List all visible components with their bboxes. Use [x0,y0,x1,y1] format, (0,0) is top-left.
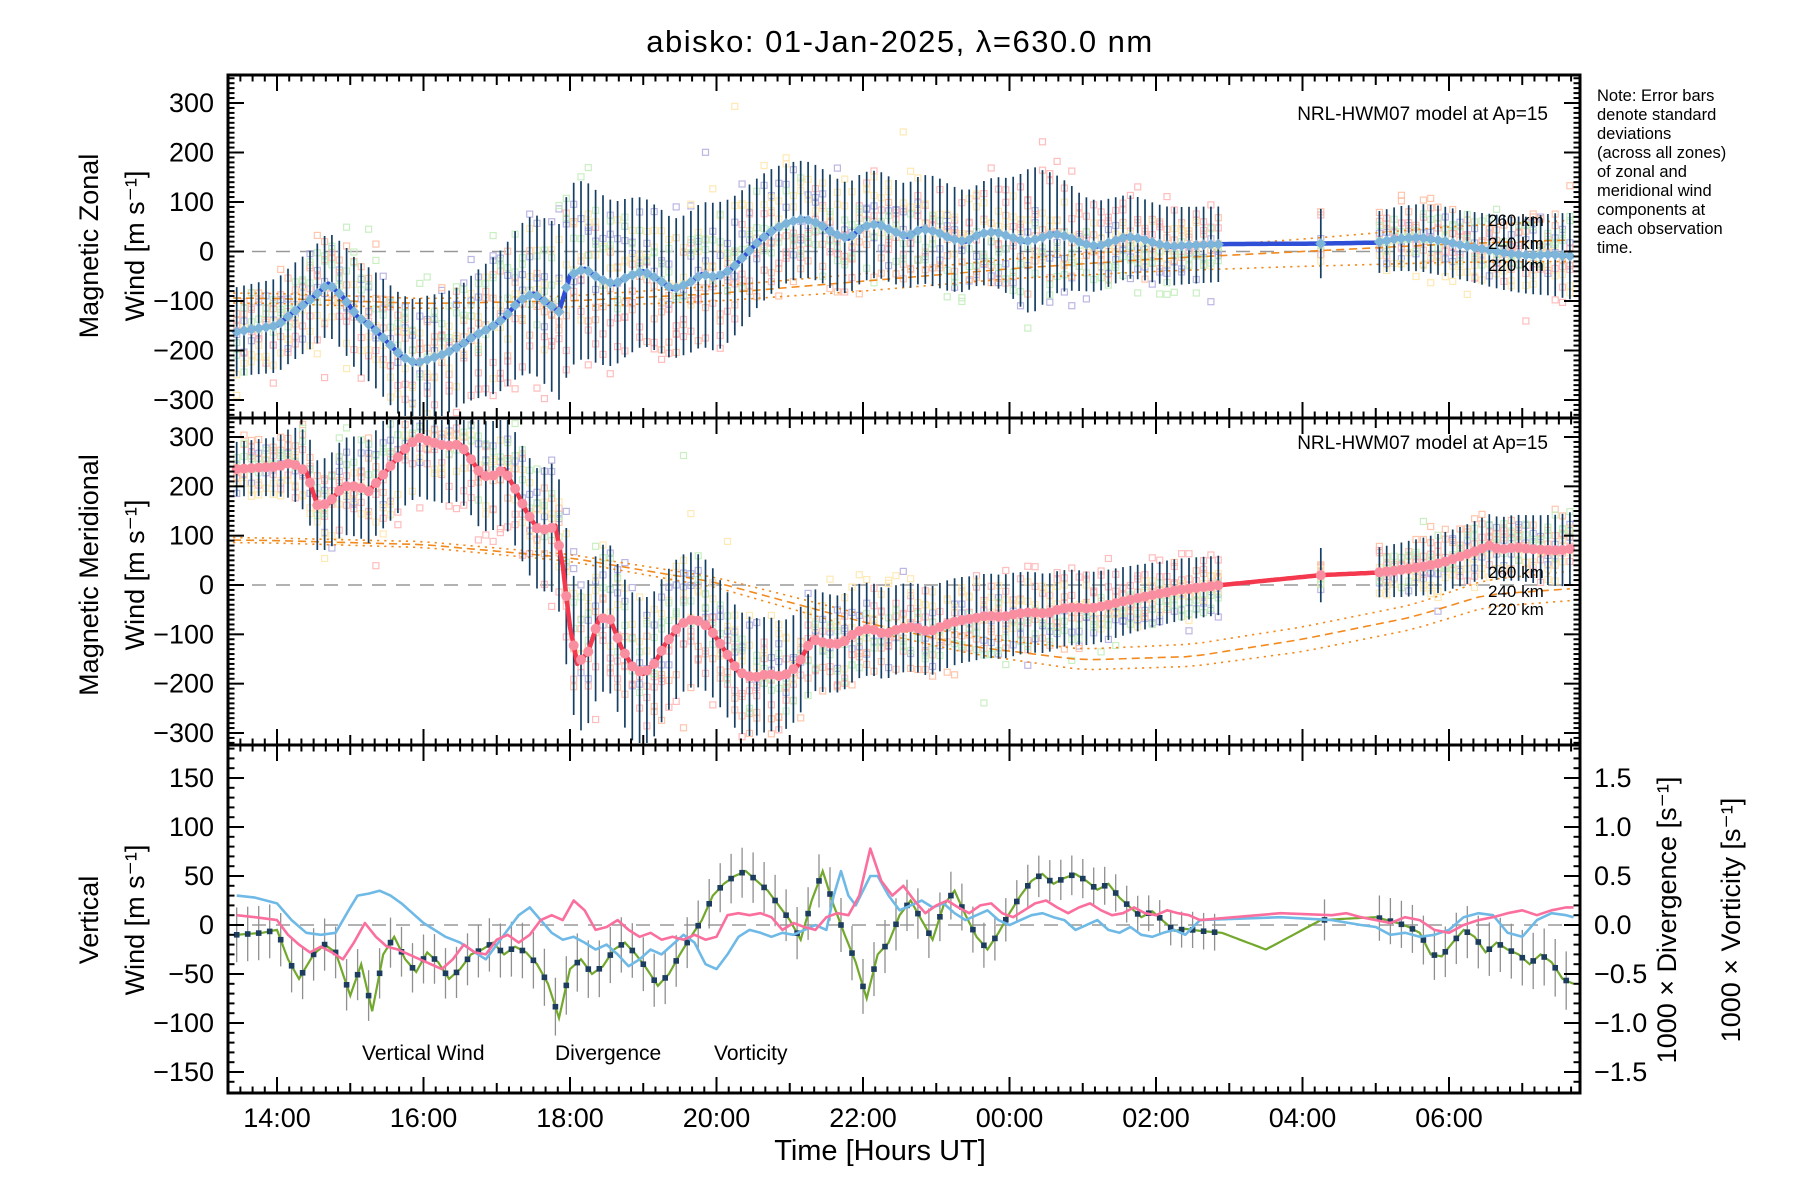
legend-vertical-wind: Vertical Wind [362,1042,485,1065]
divergence-vorticity-ytick-0.5: 0.5 [1594,861,1632,891]
note-line-0: Note: Error bars [1597,87,1714,105]
meridional-y-axis-title-line1: Magnetic Meridional [74,454,104,696]
xtick-0200: 02:00 [1122,1103,1190,1133]
note-line-3: (across all zones) [1597,144,1726,162]
magnetic-zonal-wind-markers [231,214,1576,368]
meridional-y-axis-title-line2: Wind [m s⁻¹] [120,500,150,651]
divergence-vorticity-ytick--0.5: −0.5 [1594,959,1647,989]
xtick-0400: 04:00 [1269,1103,1337,1133]
meridional-alt-260km-label: 260 km [1488,563,1544,582]
zonal-model-annotation: NRL-HWM07 model at Ap=15 [1297,104,1548,125]
divergence-vorticity-ytick-1: 1.0 [1594,812,1632,842]
magnetic-meridional-wind-ytick-300: 300 [169,422,214,452]
note-line-7: each observation [1597,220,1723,238]
axis-tick-labels: 300 200 100 0 −100 −200 −300 300 200 100 0 −100 −200… [153,88,1647,1133]
magnetic-meridional-wind-markers [231,433,1575,682]
zonal-alt-220km-label: 220 km [1488,256,1544,275]
divergence-vorticity-ytick--1: −1.0 [1594,1008,1647,1038]
meridional-alt-220km-label: 220 km [1488,600,1544,619]
vertical-wind-y-axis-title-line2: Wind [m s⁻¹] [120,845,150,996]
magnetic-meridional-wind-ytick-0: 0 [199,570,214,600]
note-line-1: denote standard [1597,106,1716,124]
magnetic-zonal-wind-ytick-300: 300 [169,88,214,118]
vertical-wind-ytick-0: 0 [199,910,214,940]
magnetic-zonal-wind-ytick--100: −100 [153,286,214,316]
note-line-8: time. [1597,239,1633,257]
vertical-wind-ytick--150: −150 [153,1057,214,1087]
zonal-y-axis-title-line2: Wind [m s⁻¹] [120,171,150,322]
vertical-wind-ytick--50: −50 [168,959,214,989]
vorticity-line [236,847,1574,971]
magnetic-zonal-wind-ytick-200: 200 [169,138,214,168]
magnetic-meridional-wind-ytick--200: −200 [153,669,214,699]
xtick-1800: 18:00 [536,1103,604,1133]
meridional-model-annotation: NRL-HWM07 model at Ap=15 [1297,433,1548,454]
xtick-2000: 20:00 [683,1103,751,1133]
divergence-right-axis-title: 1000 × Divergence [s⁻¹] [1652,777,1682,1064]
vertical-wind-ytick-150: 150 [169,763,214,793]
xtick-1400: 14:00 [243,1103,311,1133]
xtick-2200: 22:00 [829,1103,897,1133]
divergence-vorticity-ytick--1.5: −1.5 [1594,1057,1647,1087]
divergence-vorticity-ytick-1.5: 1.5 [1594,763,1632,793]
magnetic-meridional-wind-ytick--300: −300 [153,718,214,748]
note-line-2: deviations [1597,125,1671,143]
magnetic-zonal-wind-ytick-0: 0 [199,237,214,267]
vorticity-right-axis-title: 1000 × Vorticity [s⁻¹] [1716,798,1746,1043]
xtick-0000: 00:00 [976,1103,1044,1133]
note-line-4: of zonal and [1597,163,1687,181]
vertical-wind-line [236,867,1574,1023]
vertical-wind-error-bars [236,847,1567,1036]
note-line-6: components at [1597,201,1706,219]
magnetic-meridional-wind-ytick-200: 200 [169,471,214,501]
magnetic-zonal-wind-ytick-100: 100 [169,187,214,217]
divergence-vorticity-ytick-0: 0.0 [1594,910,1632,940]
vertical-wind-markers [233,869,1569,1010]
vertical-wind-ytick--100: −100 [153,1008,214,1038]
panel-frames-and-ticks [226,73,1582,1095]
zonal-alt-260km-label: 260 km [1488,211,1544,230]
magnetic-meridional-wind-error-bars [235,420,1571,743]
magnetic-meridional-wind-ytick--100: −100 [153,619,214,649]
legend-vorticity: Vorticity [714,1042,788,1065]
note-line-5: meridional wind [1597,182,1712,200]
zonal-alt-240km-label: 240 km [1488,234,1544,253]
meridional-alt-240km-label: 240 km [1488,582,1544,601]
vertical-wind-ytick-100: 100 [169,812,214,842]
xtick-0600: 06:00 [1415,1103,1483,1133]
zonal-y-axis-title-line1: Magnetic Zonal [74,154,104,339]
legend-divergence: Divergence [555,1042,661,1065]
magnetic-zonal-wind-ytick--300: −300 [153,385,214,415]
x-axis-title: Time [Hours UT] [774,1135,986,1167]
magnetic-meridional-wind-ytick-100: 100 [169,521,214,551]
xtick-1600: 16:00 [390,1103,458,1133]
chart-title: abisko: 01-Jan-2025, λ=630.0 nm [646,24,1154,59]
magnetic-zonal-wind-ytick--200: −200 [153,336,214,366]
vertical-wind-y-axis-title-line1: Vertical [74,876,104,965]
vertical-wind-ytick-50: 50 [184,861,214,891]
